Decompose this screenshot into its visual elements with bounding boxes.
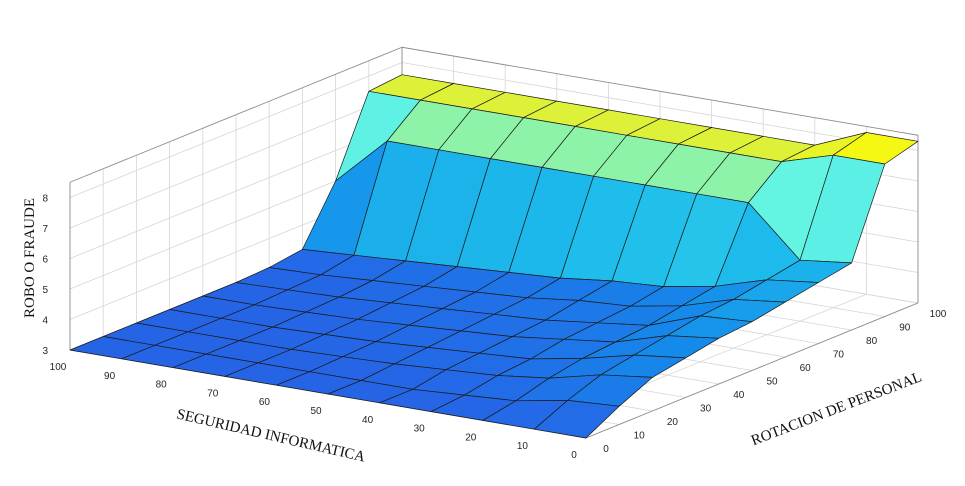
x-tick-label: 90 xyxy=(104,371,116,382)
z-tick-label: 8 xyxy=(42,194,48,205)
y-tick-label: 0 xyxy=(603,444,609,455)
z-tick-label: 4 xyxy=(42,316,48,327)
x-tick-label: 70 xyxy=(207,388,219,399)
x-tick-label: 60 xyxy=(259,397,271,408)
y-tick-label: 50 xyxy=(766,377,778,388)
x-axis-label: SEGURIDAD INFORMATICA xyxy=(175,407,367,466)
y-tick-label: 90 xyxy=(899,323,911,334)
z-tick-label: 3 xyxy=(42,346,48,357)
x-tick-label: 30 xyxy=(414,424,426,435)
z-tick-label: 5 xyxy=(42,285,48,296)
y-tick-label: 30 xyxy=(700,404,712,415)
z-tick-label: 6 xyxy=(42,255,48,266)
z-tick-label: 7 xyxy=(42,224,48,235)
y-tick-label: 70 xyxy=(833,350,845,361)
y-tick-label: 40 xyxy=(733,390,745,401)
x-tick-label: 80 xyxy=(156,380,168,391)
x-tick-label: 0 xyxy=(571,450,577,461)
x-tick-label: 20 xyxy=(465,432,477,443)
x-tick-label: 100 xyxy=(50,362,67,373)
y-tick-label: 10 xyxy=(634,431,646,442)
x-tick-label: 40 xyxy=(362,415,374,426)
y-tick-label: 60 xyxy=(800,363,812,374)
x-tick-label: 10 xyxy=(517,441,529,452)
z-axis-label: ROBO O FRAUDE xyxy=(22,198,38,318)
y-tick-label: 100 xyxy=(930,309,947,320)
x-tick-label: 50 xyxy=(310,406,322,417)
y-tick-label: 80 xyxy=(866,336,878,347)
y-tick-label: 20 xyxy=(667,417,679,428)
